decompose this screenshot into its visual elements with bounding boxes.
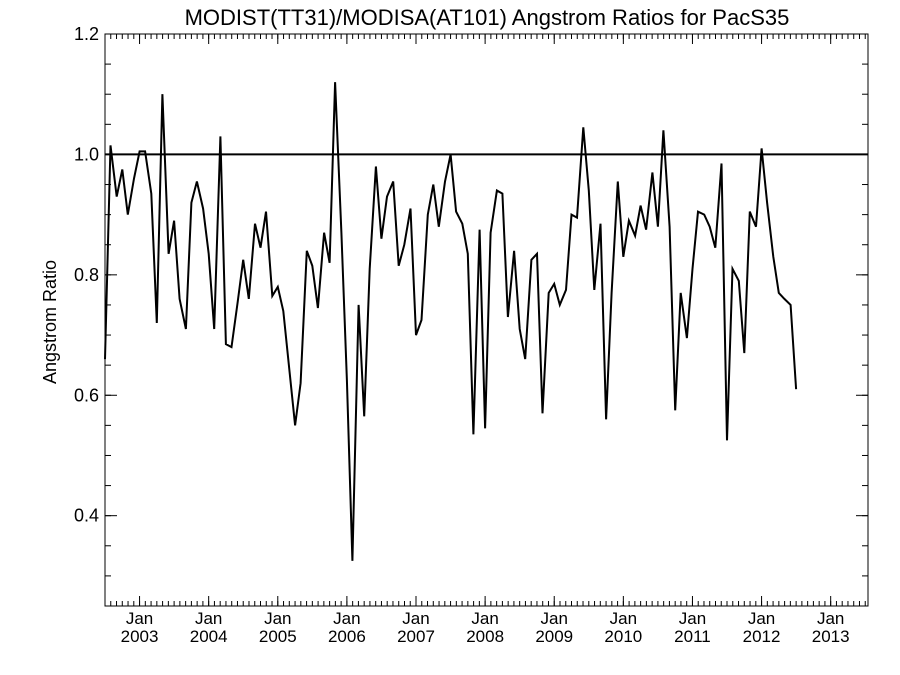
- y-tick-label: 0.8: [74, 265, 99, 285]
- x-tick-month-label: Jan: [679, 609, 706, 628]
- x-tick-month-label: Jan: [610, 609, 637, 628]
- x-tick-year-label: 2004: [190, 627, 228, 646]
- x-tick-year-label: 2012: [743, 627, 781, 646]
- series-line: [104, 82, 798, 561]
- x-tick-year-label: 2006: [328, 627, 366, 646]
- x-tick-month-label: Jan: [126, 609, 153, 628]
- y-tick-label: 0.4: [74, 506, 99, 526]
- x-tick-year-label: 2009: [535, 627, 573, 646]
- x-tick-year-label: 2005: [259, 627, 297, 646]
- y-tick-label: 1.0: [74, 144, 99, 164]
- x-tick-year-label: 2011: [674, 627, 711, 646]
- plot-frame: [104, 33, 869, 607]
- x-tick-year-label: 2008: [466, 627, 504, 646]
- y-tick-label: 1.2: [74, 24, 99, 44]
- x-tick-year-label: 2003: [121, 627, 159, 646]
- x-tick-month-label: Jan: [471, 609, 498, 628]
- x-axis-ticks: Jan2003Jan2004Jan2005Jan2006Jan2007Jan20…: [104, 34, 866, 646]
- chart-title: MODIST(TT31)/MODISA(AT101) Angstrom Rati…: [185, 5, 790, 30]
- x-tick-month-label: Jan: [817, 609, 844, 628]
- x-tick-month-label: Jan: [748, 609, 775, 628]
- x-tick-month-label: Jan: [541, 609, 568, 628]
- x-tick-year-label: 2013: [812, 627, 850, 646]
- y-tick-label: 0.6: [74, 385, 99, 405]
- x-tick-month-label: Jan: [402, 609, 429, 628]
- x-tick-month-label: Jan: [264, 609, 291, 628]
- x-tick-month-label: Jan: [195, 609, 222, 628]
- x-tick-year-label: 2010: [604, 627, 642, 646]
- y-axis-ticks: 0.4 0.6 0.8 1.0 1.2: [74, 24, 868, 607]
- x-tick-month-label: Jan: [333, 609, 360, 628]
- y-axis-label: Angstrom Ratio: [40, 260, 60, 384]
- x-tick-year-label: 2007: [397, 627, 435, 646]
